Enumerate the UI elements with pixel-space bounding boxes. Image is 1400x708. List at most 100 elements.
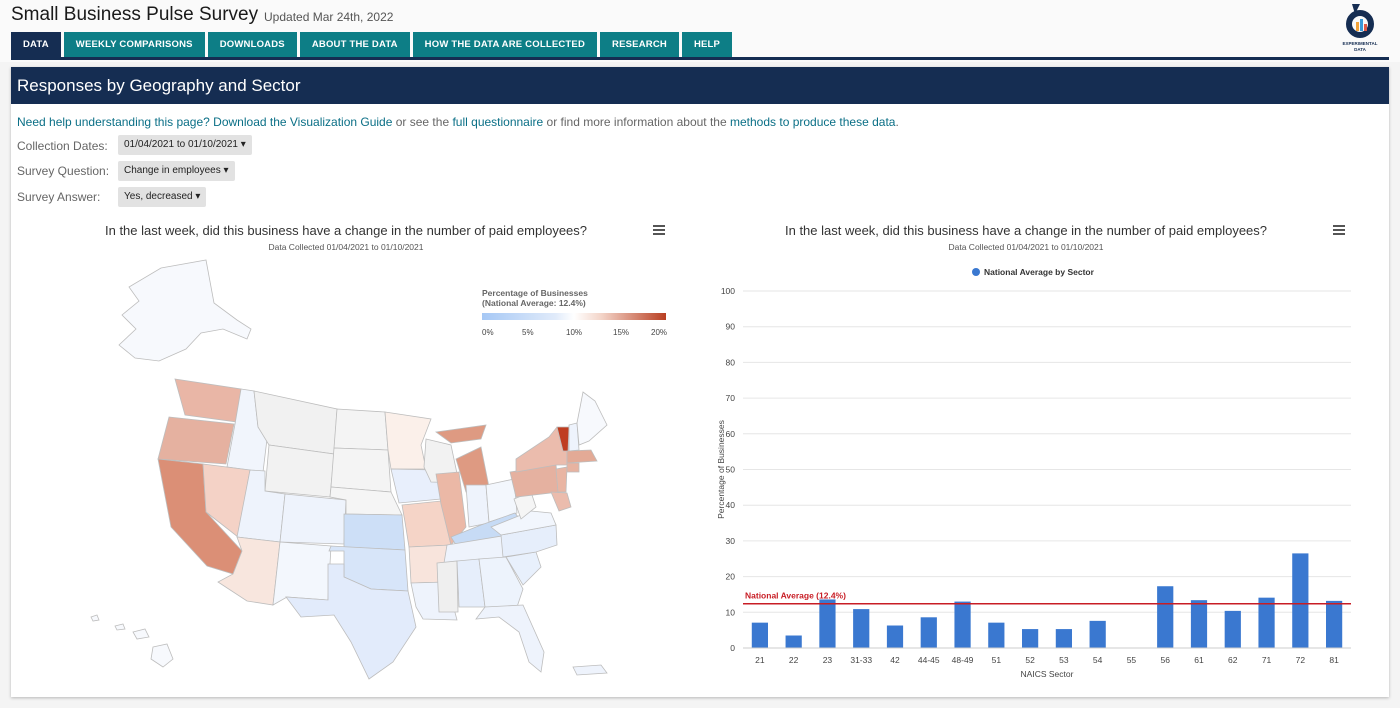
state-north-dakota: [333, 408, 389, 451]
tab-help[interactable]: HELP: [681, 32, 733, 57]
y-tick-label: 10: [726, 607, 736, 617]
y-tick-label: 100: [721, 286, 735, 296]
bar: [1190, 600, 1208, 648]
x-tick-label: 21: [755, 655, 765, 665]
x-tick-label: 53: [1059, 655, 1069, 665]
methods-link[interactable]: methods to produce these data: [730, 115, 896, 129]
y-tick-label: 50: [726, 465, 736, 475]
tab-weekly-comparisons[interactable]: WEEKLY COMPARISONS: [63, 32, 205, 57]
state-florida: [475, 604, 545, 673]
legend-marker: [972, 268, 980, 276]
state-south-dakota: [330, 447, 392, 493]
help-link[interactable]: Need help understanding this page?: [17, 115, 210, 129]
bar: [819, 599, 836, 648]
state-oregon: [157, 416, 235, 465]
caret-down-icon: ▾: [223, 165, 229, 176]
updated-date: Updated Mar 24th, 2022: [264, 10, 394, 24]
tab-data[interactable]: DATA: [11, 32, 61, 57]
y-tick-label: 90: [726, 322, 736, 332]
experimental-data-logo: EXPERIMENTAL DATA: [1343, 4, 1378, 52]
x-tick-label: 54: [1093, 655, 1103, 665]
x-axis-label: NAICS Sector: [1021, 669, 1074, 679]
legend-tick: 0%: [482, 328, 494, 337]
state-connecticut: [566, 462, 580, 473]
y-tick-label: 80: [726, 357, 736, 367]
nav-underline: [11, 57, 1389, 60]
state-maine: [576, 391, 608, 446]
state-washington: [174, 378, 242, 423]
tab-about-the-data[interactable]: ABOUT THE DATA: [299, 32, 410, 57]
map-subtitle: Data Collected 01/04/2021 to 01/10/2021: [268, 242, 424, 252]
state-new-mexico: [272, 541, 332, 606]
map-menu-icon[interactable]: [653, 225, 665, 235]
map-color-scale: [482, 313, 666, 320]
survey-answer-dropdown[interactable]: Yes, decreased ▾: [118, 187, 207, 207]
tab-how-data-collected[interactable]: HOW THE DATA ARE COLLECTED: [412, 32, 598, 57]
survey-question-label: Survey Question:: [17, 164, 110, 178]
y-tick-label: 30: [726, 536, 736, 546]
bar: [1055, 629, 1072, 648]
sector-bar-chart: 0 10 20 30 40 50 60 70 80 90 100 Percentage of Busi…: [716, 267, 1351, 679]
state-indiana: [465, 484, 490, 528]
state-mississippi: [436, 560, 459, 613]
questionnaire-link[interactable]: full questionnaire: [452, 115, 544, 129]
bar: [853, 609, 870, 648]
survey-question-dropdown[interactable]: Change in employees ▾: [118, 161, 235, 181]
bar: [988, 622, 1005, 648]
y-axis-label: Percentage of Businesses: [716, 420, 726, 519]
state-alaska: [118, 259, 252, 362]
y-tick-label: 60: [726, 429, 736, 439]
caret-down-icon: ▾: [195, 191, 201, 202]
x-tick-label: 55: [1127, 655, 1137, 665]
state-kansas: [343, 513, 406, 551]
state-colorado: [279, 493, 347, 545]
x-tick-label: 71: [1262, 655, 1272, 665]
bar: [1157, 586, 1174, 648]
collection-dates-dropdown[interactable]: 01/04/2021 to 01/10/2021 ▾: [118, 135, 252, 155]
bar: [1292, 553, 1309, 648]
x-tick-label: 23: [823, 655, 833, 665]
y-tick-label: 70: [726, 393, 736, 403]
bar-chart-title: In the last week, did this business have…: [784, 223, 1268, 238]
state-wyoming: [264, 444, 335, 498]
y-tick-label: 20: [726, 572, 736, 582]
bar: [920, 617, 937, 648]
tab-downloads[interactable]: DOWNLOADS: [207, 32, 297, 57]
x-tick-label: 61: [1194, 655, 1204, 665]
us-choropleth-map: [90, 259, 608, 680]
collection-dates-label: Collection Dates:: [17, 139, 108, 153]
top-bar: Small Business Pulse Survey Updated Mar …: [0, 0, 1400, 62]
help-text: Need help understanding this page? Downl…: [17, 115, 899, 129]
legend-tick: 20%: [651, 328, 668, 337]
bar: [954, 601, 971, 648]
app-title: Small Business Pulse Survey: [11, 4, 259, 25]
svg-text:DATA: DATA: [1354, 47, 1367, 52]
territory-puerto-rico: [572, 664, 608, 676]
x-tick-label: 48-49: [952, 655, 974, 665]
bar-chart-subtitle: Data Collected 01/04/2021 to 01/10/2021: [948, 242, 1104, 252]
bar-chart-menu-icon[interactable]: [1333, 225, 1345, 235]
state-texas: [285, 563, 417, 680]
national-average-label: National Average (12.4%): [745, 591, 846, 601]
svg-text:EXPERIMENTAL: EXPERIMENTAL: [1343, 41, 1378, 46]
legend-tick: 10%: [566, 328, 583, 337]
tab-research[interactable]: RESEARCH: [600, 32, 679, 57]
y-tick-label: 0: [730, 643, 735, 653]
x-tick-label: 56: [1160, 655, 1170, 665]
x-tick-label: 42: [890, 655, 900, 665]
state-massachusetts: [566, 449, 598, 464]
survey-answer-label: Survey Answer:: [17, 190, 101, 204]
state-ohio: [485, 478, 518, 523]
visualization-guide-link[interactable]: Download the Visualization Guide: [213, 115, 393, 129]
map-legend-title: Percentage of Businesses (National Avera…: [482, 288, 588, 308]
state-delaware-maryland: [550, 491, 572, 512]
panel-header: Responses by Geography and Sector: [11, 67, 1389, 104]
bar: [886, 625, 904, 648]
bar: [1022, 629, 1039, 648]
state-georgia: [478, 556, 524, 608]
bar: [751, 622, 768, 648]
x-tick-label: 52: [1025, 655, 1035, 665]
state-hawaii: [90, 614, 174, 668]
x-tick-label: 51: [992, 655, 1002, 665]
main-nav: DATA WEEKLY COMPARISONS DOWNLOADS ABOUT …: [11, 32, 733, 57]
